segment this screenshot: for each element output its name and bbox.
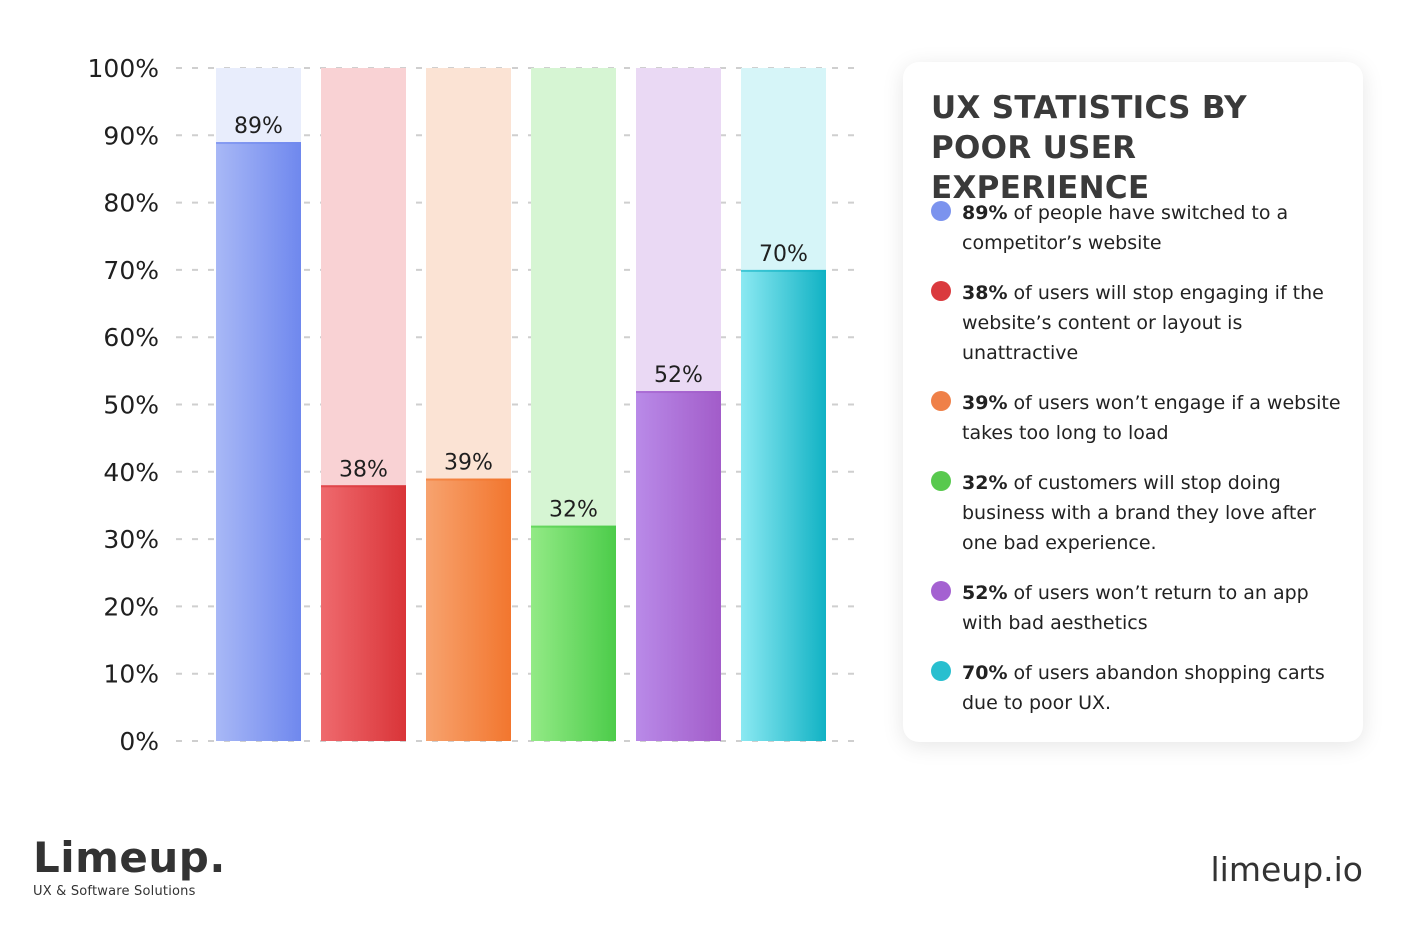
bar-cap <box>531 525 616 528</box>
brand-tagline: UX & Software Solutions <box>33 884 196 899</box>
bar-cap <box>321 485 406 488</box>
y-tick-label: 20% <box>103 592 159 621</box>
stats-item: 32% of customers will stop doing busines… <box>931 468 1351 558</box>
site-link[interactable]: limeup.io <box>1210 850 1364 889</box>
stats-item: 89% of people have switched to a competi… <box>931 198 1351 258</box>
y-tick-label: 30% <box>103 525 159 554</box>
brand-name: Limeup. <box>33 833 226 882</box>
stat-text: of users won’t engage if a website takes… <box>962 392 1341 444</box>
y-tick-label: 50% <box>103 391 159 420</box>
stat-value: 52% <box>962 582 1008 604</box>
stats-item: 70% of users abandon shopping carts due … <box>931 658 1351 718</box>
bar <box>531 525 616 741</box>
stat-text: of users will stop engaging if the websi… <box>962 282 1324 364</box>
orange-dot-icon <box>931 391 951 411</box>
y-tick-label: 70% <box>103 256 159 285</box>
green-dot-icon <box>931 471 951 491</box>
bars <box>216 68 826 741</box>
data-labels: 89% 38% 39% 32% 52% 70% <box>234 114 808 523</box>
bar-cap <box>636 391 721 394</box>
stat-value: 39% <box>962 392 1008 414</box>
data-label: 39% <box>444 451 493 476</box>
y-tick-label: 40% <box>103 458 159 487</box>
purple-dot-icon <box>931 581 951 601</box>
stats-list: 89% of people have switched to a competi… <box>931 198 1351 738</box>
bar-chart: 0% 10% 20% 30% 40% 50% 60% 70% 80% 90% 100% 89% 38%… <box>88 54 860 756</box>
data-label: 70% <box>759 242 808 267</box>
stat-value: 32% <box>962 472 1008 494</box>
stats-item: 52% of users won’t return to an app with… <box>931 578 1351 638</box>
y-tick-label: 80% <box>103 189 159 218</box>
stats-card: UX STATISTICS BY POOR USER EXPERIENCE 89… <box>903 62 1363 742</box>
stats-item: 38% of users will stop engaging if the w… <box>931 278 1351 368</box>
y-tick-label: 90% <box>103 121 159 150</box>
stat-text: of customers will stop doing business wi… <box>962 472 1316 554</box>
stat-value: 89% <box>962 202 1008 224</box>
data-label: 89% <box>234 114 283 139</box>
y-tick-label: 0% <box>119 727 159 756</box>
stat-value: 38% <box>962 282 1008 304</box>
bar <box>426 478 511 741</box>
bar <box>216 142 301 741</box>
blue-dot-icon <box>931 201 951 221</box>
stat-text: of people have switched to a competitor’… <box>962 202 1289 254</box>
y-tick-label: 60% <box>103 323 159 352</box>
bar-cap <box>426 478 511 481</box>
bar-cap <box>216 142 301 145</box>
stat-text: of users won’t return to an app with bad… <box>962 582 1309 634</box>
bar-cap <box>741 269 826 272</box>
bar <box>321 485 406 741</box>
data-label: 52% <box>654 363 703 388</box>
stats-item: 39% of users won’t engage if a website t… <box>931 388 1351 448</box>
bar <box>741 269 826 741</box>
cyan-dot-icon <box>931 661 951 681</box>
card-title: UX STATISTICS BY POOR USER EXPERIENCE <box>931 90 1247 206</box>
y-tick-label: 10% <box>103 660 159 689</box>
red-dot-icon <box>931 281 951 301</box>
y-axis-ticks: 0% 10% 20% 30% 40% 50% 60% 70% 80% 90% 100% <box>88 54 159 756</box>
data-label: 32% <box>549 498 598 523</box>
brand-logo: Limeup. UX & Software Solutions <box>33 834 226 900</box>
data-label: 38% <box>339 457 388 482</box>
stat-text: of users abandon shopping carts due to p… <box>962 662 1325 714</box>
y-tick-label: 100% <box>88 54 159 83</box>
stat-value: 70% <box>962 662 1008 684</box>
bar <box>636 391 721 741</box>
